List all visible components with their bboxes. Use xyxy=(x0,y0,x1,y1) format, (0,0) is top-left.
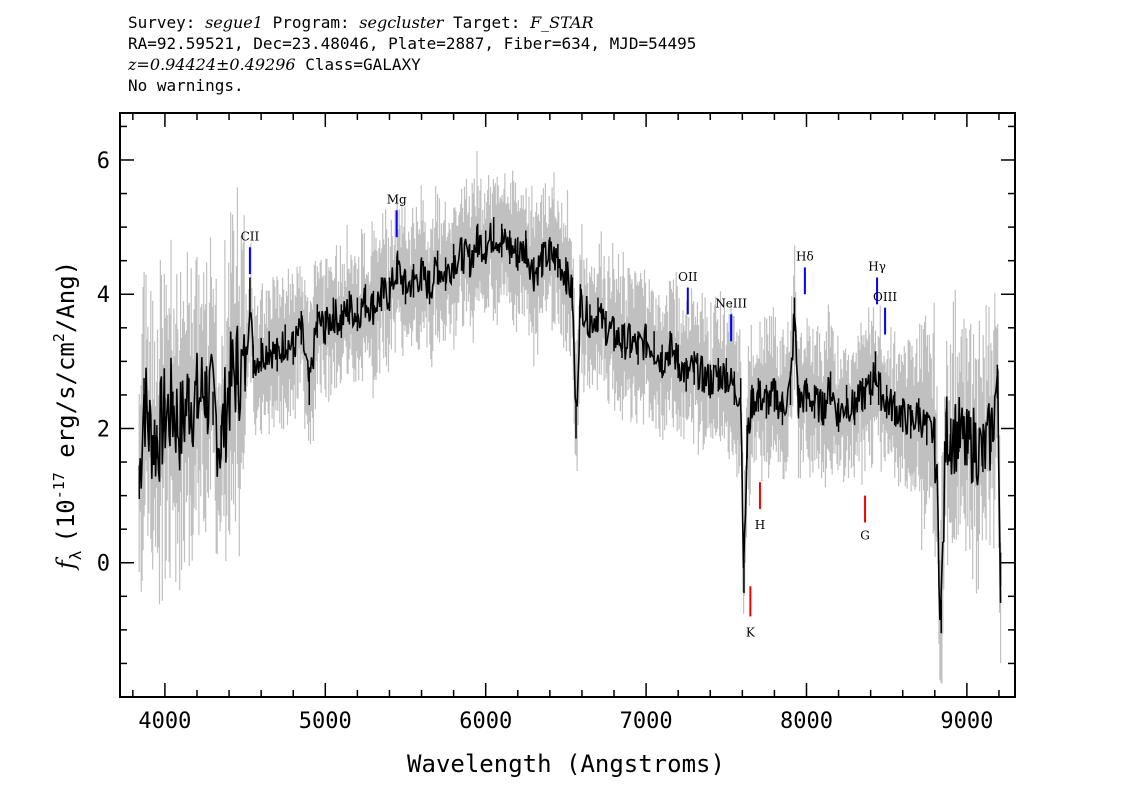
spectral-line-label: Hδ xyxy=(796,250,814,264)
y-tick-label: 2 xyxy=(97,417,110,442)
axes-layer: 4000 5000 6000 7000 8000 9000 0 2 4 6 xyxy=(97,112,1016,734)
x-tick-label: 9000 xyxy=(940,709,993,734)
spectral-lines-layer: CII Mg OII NeIII Hδ Hγ OIII H G K xyxy=(241,193,898,640)
spectral-line-label: G xyxy=(860,528,870,542)
error-band-layer xyxy=(138,151,1002,684)
spectrum-header: Survey: segue1 Program: segcluster Targe… xyxy=(128,12,696,96)
program-value: segcluster xyxy=(359,13,444,32)
spectral-line-label: OIII xyxy=(873,290,897,304)
plot-frame xyxy=(119,112,1016,698)
y-axis-lambda: λ xyxy=(66,550,85,560)
y-axis-unit-mid: erg/s/cm xyxy=(52,342,80,472)
x-tick-label: 5000 xyxy=(299,709,352,734)
y-axis-exponent-2: 2 xyxy=(50,333,68,342)
x-tick-label: 4000 xyxy=(138,709,191,734)
header-redshift-line: z=0.94424±0.49296 Class=GALAXY xyxy=(128,54,696,75)
x-tick-label: 8000 xyxy=(780,709,833,734)
target-value: F_STAR xyxy=(530,13,594,32)
header-survey-line: Survey: segue1 Program: segcluster Targe… xyxy=(128,12,696,33)
y-tick-label: 6 xyxy=(97,149,110,174)
y-axis-exponent: -17 xyxy=(50,472,68,499)
redshift-value: z=0.94424±0.49296 xyxy=(128,55,296,74)
flux-line xyxy=(138,222,1002,621)
y-axis-title: fλ(10-17 erg/s/cm2/Ang) xyxy=(50,261,85,571)
x-tick-label: 7000 xyxy=(620,709,673,734)
header-warnings-line: No warnings. xyxy=(128,76,244,95)
header-coordinates-line: RA=92.59521, Dec=23.48046, Plate=2887, F… xyxy=(128,34,697,53)
spectral-line-label: H xyxy=(755,518,765,532)
y-tick-label: 4 xyxy=(97,283,110,308)
y-axis-unit-end: /Ang) xyxy=(52,261,80,333)
spectral-line-label: CII xyxy=(241,230,260,244)
flux-layer xyxy=(138,217,1002,634)
x-tick-label: 6000 xyxy=(459,709,512,734)
y-tick-label: 0 xyxy=(97,552,110,577)
spectral-line-label: NeIII xyxy=(715,297,747,311)
survey-value: segue1 xyxy=(205,13,263,32)
program-label: Program: xyxy=(272,13,350,32)
spectral-line-label: Hγ xyxy=(868,260,886,274)
spectral-line-label: K xyxy=(746,626,756,640)
x-axis-title: Wavelength (Angstroms) xyxy=(407,750,725,778)
target-label: Target: xyxy=(453,13,521,32)
survey-label: Survey: xyxy=(128,13,196,32)
spectral-line-label: OII xyxy=(678,270,698,284)
y-axis-unit-open: (10 xyxy=(52,499,80,542)
error-band xyxy=(138,151,1002,684)
spectral-line-label: Mg xyxy=(387,193,407,207)
class-value: Class=GALAXY xyxy=(305,55,421,74)
